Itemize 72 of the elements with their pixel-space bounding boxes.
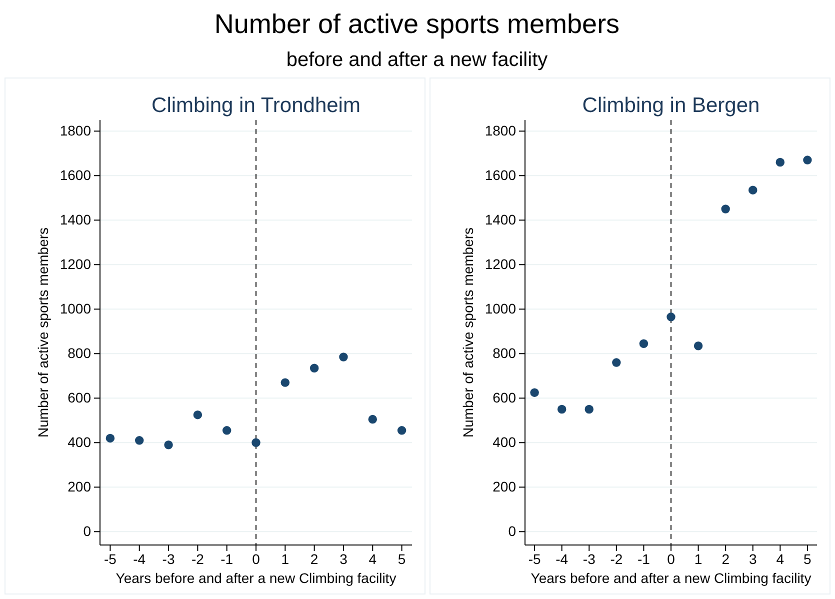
x-tick-label: -2 xyxy=(191,550,204,567)
point xyxy=(310,364,319,372)
x-tick-label: 0 xyxy=(667,550,676,567)
y-tick-label: 1200 xyxy=(60,256,92,272)
point xyxy=(803,156,812,164)
point xyxy=(397,426,406,435)
point xyxy=(222,426,232,435)
point xyxy=(721,204,730,214)
x-tick-label: -3 xyxy=(162,550,175,567)
x-axis-title: Years before and after a new Climbing facility xyxy=(116,570,396,586)
x-tick-label: 4 xyxy=(368,550,377,567)
y-tick-label: 600 xyxy=(68,390,92,406)
x-tick-label: -1 xyxy=(220,550,234,567)
x-tick-label: -5 xyxy=(528,550,541,567)
x-tick-label: 1 xyxy=(281,550,290,567)
x-tick-label: 2 xyxy=(310,550,318,567)
x-tick-label: 5 xyxy=(804,550,812,567)
text: Number of active sports members xyxy=(214,9,620,39)
y-tick-label: 1000 xyxy=(484,300,516,317)
point xyxy=(193,410,202,420)
y-tick-label: 1400 xyxy=(484,212,516,228)
y-tick-label: 1000 xyxy=(60,300,92,317)
point xyxy=(134,436,144,445)
point xyxy=(164,440,173,450)
y-tick-label: 600 xyxy=(492,390,516,406)
y-tick-label: 800 xyxy=(68,345,92,362)
y-tick-label: 1600 xyxy=(484,167,516,184)
x-tick-label: 2 xyxy=(722,550,730,567)
x-axis-title: Years before and after a new Climbing facility xyxy=(530,570,812,586)
x-tick-label: -4 xyxy=(133,550,146,567)
point xyxy=(368,414,378,424)
point xyxy=(252,438,260,448)
x-tick-label: -3 xyxy=(582,550,596,567)
y-tick-label: 0 xyxy=(83,523,92,540)
x-tick-label: 3 xyxy=(340,550,348,567)
y-tick-label: 400 xyxy=(492,434,516,450)
y-axis-title: Number of active sports members xyxy=(460,227,476,438)
x-tick-label: 4 xyxy=(776,550,784,567)
point xyxy=(748,186,758,194)
chart-title: Climbing in Bergen xyxy=(582,94,760,117)
y-tick-label: 1800 xyxy=(60,122,92,139)
point xyxy=(530,388,539,397)
text: before and after a new facility xyxy=(286,49,548,71)
x-tick-label: -5 xyxy=(104,550,117,567)
y-tick-label: 1800 xyxy=(484,122,516,139)
y-tick-label: 400 xyxy=(68,434,92,450)
point xyxy=(776,158,785,167)
x-tick-label: 0 xyxy=(252,550,260,567)
y-tick-label: 0 xyxy=(508,523,516,540)
x-tick-label: -1 xyxy=(637,550,650,567)
point xyxy=(666,312,676,322)
point xyxy=(280,378,290,387)
y-axis-title: Number of active sports members xyxy=(35,227,51,438)
x-tick-label: -2 xyxy=(610,550,623,567)
point xyxy=(612,358,621,367)
x-tick-label: 1 xyxy=(694,550,702,567)
y-tick-label: 1400 xyxy=(60,212,92,228)
y-tick-label: 200 xyxy=(492,478,516,495)
y-tick-label: 800 xyxy=(492,345,516,362)
chart-title: Climbing in Trondheim xyxy=(152,94,360,117)
point xyxy=(557,404,566,414)
point xyxy=(584,404,594,414)
y-tick-label: 1600 xyxy=(60,167,92,184)
y-tick-label: 200 xyxy=(68,478,92,495)
point xyxy=(106,434,115,443)
y-tick-label: 1200 xyxy=(484,256,516,272)
point xyxy=(694,341,703,350)
point xyxy=(339,352,348,362)
x-tick-label: 5 xyxy=(398,550,406,567)
point xyxy=(639,339,648,348)
x-tick-label: 3 xyxy=(748,550,757,567)
x-tick-label: -4 xyxy=(556,550,568,567)
